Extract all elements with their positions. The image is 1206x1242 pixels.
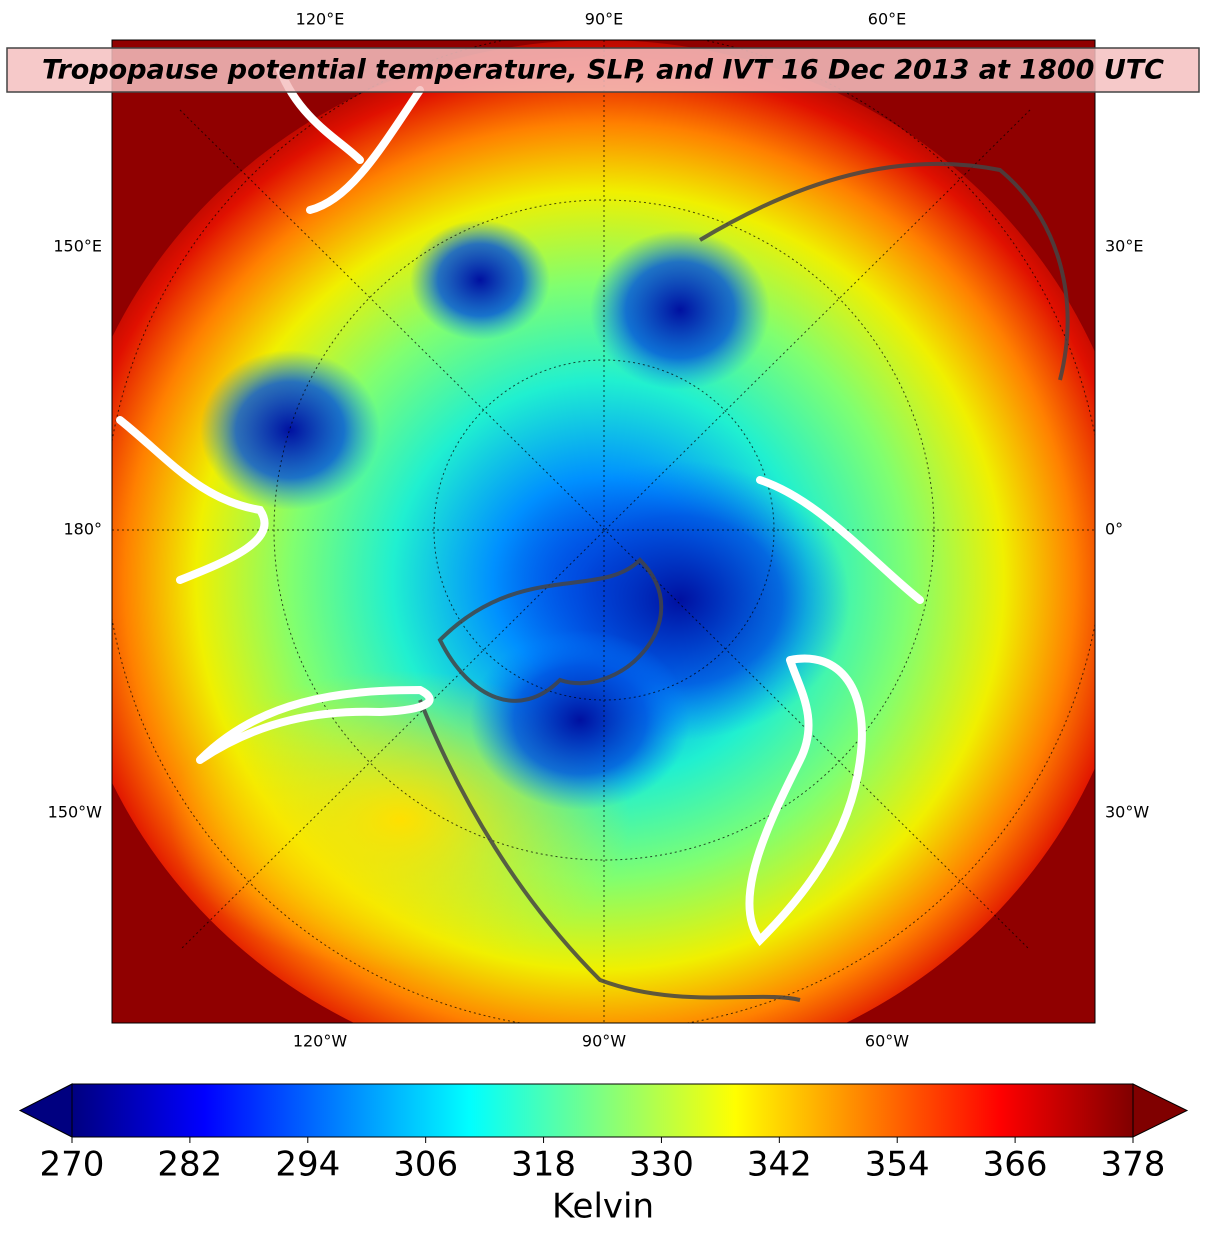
colorbar-tick-label: 330: [629, 1145, 694, 1185]
colorbar-tick-label: 294: [275, 1145, 340, 1185]
lon-label: 180°: [63, 520, 102, 539]
map-frame: [111, 39, 1096, 1024]
title-box: [6, 47, 1200, 93]
colorbar-tick-label: 318: [511, 1145, 576, 1185]
lon-label: 120°E: [296, 10, 345, 29]
colorbar-tick-label: 342: [747, 1145, 812, 1185]
colorbar-extend: [18, 1083, 73, 1138]
lon-label: 120°W: [293, 1032, 348, 1051]
colorbar-label: Kelvin: [552, 1187, 654, 1227]
lon-label: 0°: [1105, 520, 1123, 539]
colorbar: [72, 1084, 1133, 1137]
lon-label: 60°E: [868, 10, 906, 29]
lon-label: 90°W: [582, 1032, 626, 1051]
colorbar-tick-label: 366: [983, 1145, 1048, 1185]
colorbar-tick-label: 354: [865, 1145, 930, 1185]
colorbar-tick-label: 270: [40, 1145, 105, 1185]
title: Tropopause potential temperature, SLP, a…: [42, 55, 1164, 86]
colorbar-tick-label: 282: [157, 1145, 222, 1185]
colorbar-frame: [71, 1083, 1134, 1138]
lon-label: 150°E: [53, 237, 102, 256]
colorbar-tick-label: 378: [1101, 1145, 1166, 1185]
colorbar-extend: [1132, 1083, 1189, 1138]
lon-label: 150°W: [48, 803, 103, 822]
lon-label: 30°W: [1105, 803, 1149, 822]
lon-label: 60°W: [865, 1032, 909, 1051]
lon-label: 30°E: [1105, 237, 1143, 256]
map-field: [112, 40, 1095, 1023]
lon-label: 90°E: [585, 10, 623, 29]
colorbar-tick-label: 306: [393, 1145, 458, 1185]
